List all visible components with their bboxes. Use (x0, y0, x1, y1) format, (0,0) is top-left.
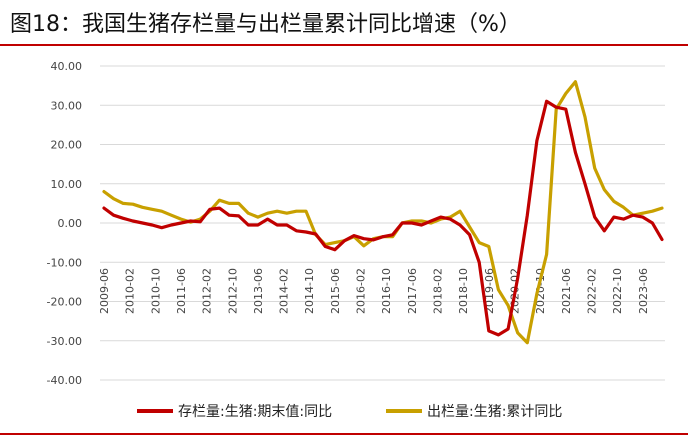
x-tick-label: 2013-06 (252, 268, 265, 314)
y-axis-labels: 40.00 30.00 20.00 10.00 0.00 -10.00 -20.00 -30.… (47, 60, 82, 387)
chart-legend: 存栏量:生猪:期末值:同比 出栏量:生猪:累计同比 (137, 404, 562, 420)
y-tick-label: -40.00 (47, 374, 82, 387)
series-line-inventory (102, 99, 664, 337)
x-tick-label: 2014-10 (303, 268, 316, 314)
x-tick-label: 2010-10 (149, 268, 162, 314)
x-tick-label: 2012-10 (226, 268, 239, 314)
top-rule (0, 44, 688, 46)
chart-lines (102, 80, 664, 345)
y-tick-label: -20.00 (47, 296, 82, 309)
x-tick-label: 2010-02 (124, 268, 137, 314)
x-tick-label: 2014-02 (278, 268, 291, 314)
x-tick-label: 2021-06 (560, 268, 573, 314)
x-tick-label: 2012-02 (201, 268, 214, 314)
x-tick-label: 2022-02 (585, 268, 598, 314)
x-axis-labels: 2009-06 2010-02 2010-10 2011-06 2012-02 2012-… (98, 268, 650, 314)
x-tick-label: 2017-06 (406, 268, 419, 314)
chart-title: 图18：我国生猪存栏量与出栏量累计同比增速（%） (10, 12, 521, 37)
y-tick-label: -30.00 (47, 335, 82, 348)
x-tick-label: 2009-06 (98, 268, 111, 314)
legend-item-slaughter-label: 出栏量:生猪:累计同比 (427, 404, 562, 420)
y-tick-label: 30.00 (51, 99, 83, 112)
x-tick-label: 2022-10 (611, 268, 624, 314)
chart-grid (100, 65, 665, 381)
x-tick-label: 2018-02 (432, 268, 445, 314)
y-tick-label: 20.00 (51, 139, 83, 152)
x-tick-label: 2023-06 (637, 268, 650, 314)
x-tick-label: 2016-02 (355, 268, 368, 314)
bottom-rule (0, 433, 688, 435)
x-tick-label: 2011-06 (175, 268, 188, 314)
y-tick-label: 10.00 (51, 178, 83, 191)
x-tick-label: 2018-10 (457, 268, 470, 314)
y-tick-label: 0.00 (58, 217, 83, 230)
x-tick-label: 2015-06 (329, 268, 342, 314)
y-tick-label: -10.00 (47, 256, 82, 269)
x-tick-label: 2020-10 (534, 268, 547, 314)
x-tick-label: 2016-10 (380, 268, 393, 314)
legend-item-inventory-label: 存栏量:生猪:期末值:同比 (178, 404, 332, 420)
y-tick-label: 40.00 (51, 60, 83, 73)
